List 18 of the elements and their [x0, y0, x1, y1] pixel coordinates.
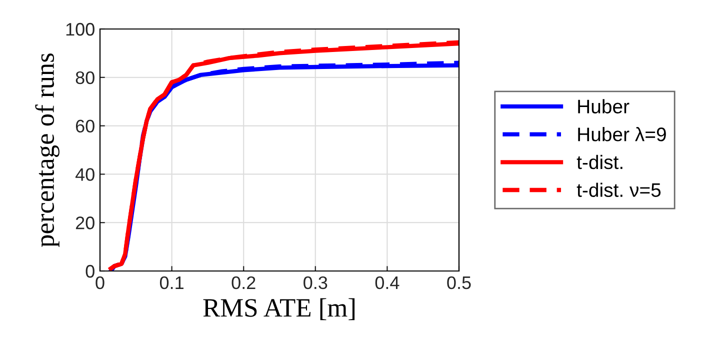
- y-tick-label: 40: [75, 168, 94, 181]
- y-tick-label: 60: [76, 120, 94, 133]
- legend-label: Huber λ=9: [578, 127, 666, 142]
- y-tick-label: 0: [86, 264, 94, 278]
- legend-label: Huber: [578, 99, 630, 114]
- x-tick-label: 0.2: [232, 276, 256, 290]
- y-tick-label: 100: [66, 22, 94, 36]
- y-tick-label: 20: [76, 216, 94, 230]
- x-tick-label: 0.3: [304, 276, 328, 290]
- x-tick-label: 0.1: [160, 276, 184, 290]
- x-tick-label: 0.4: [375, 276, 400, 290]
- y-axis-title: percentage of runs: [35, 54, 60, 248]
- x-tick-label: 0: [96, 276, 104, 290]
- x-axis-title: RMS ATE [m]: [203, 298, 355, 320]
- legend-label: t-dist.: [576, 154, 622, 170]
- y-tick-label: 80: [76, 71, 94, 84]
- x-tick-label: 0.5: [447, 276, 471, 290]
- legend-label: t-dist. ν=5: [576, 182, 661, 197]
